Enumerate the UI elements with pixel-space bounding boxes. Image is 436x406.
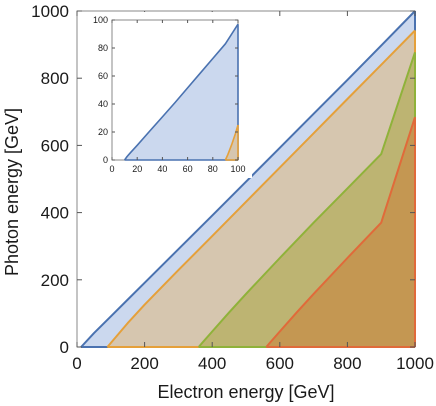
- main-series-3-curve: [197, 51, 416, 348]
- inset-x-tick-label: 100: [230, 164, 245, 174]
- main-x-tick-label: 1000: [396, 354, 434, 373]
- inset-y-tick-label: 100: [93, 15, 108, 25]
- inset-x-tick-label: 20: [132, 164, 142, 174]
- main-x-tick-label: 800: [333, 354, 361, 373]
- main-x-tick-label: 400: [198, 354, 226, 373]
- main-y-tick-label: 800: [41, 69, 69, 88]
- main-series-4-area: [266, 117, 415, 347]
- inset-y-tick-label: 60: [98, 71, 108, 81]
- inset-series-group: [123, 23, 239, 161]
- y-axis-title: Photon energy [GeV]: [2, 108, 22, 276]
- inset-y-tick-label: 0: [103, 155, 108, 165]
- inset-y-tick-label: 40: [98, 99, 108, 109]
- inset-series-2-curve: [224, 124, 239, 161]
- inset-axis-ticks: 0 20 40 60 80 100 0 20 40 60 80 100: [93, 15, 246, 174]
- main-series-1-curve: [80, 10, 416, 348]
- inset-series-1-area: [124, 24, 238, 161]
- inset-y-tick-label: 80: [98, 43, 108, 53]
- main-y-tick-label: 1000: [31, 2, 69, 21]
- main-series-4-curve: [265, 116, 416, 348]
- inset-x-tick-label: 40: [157, 164, 167, 174]
- inset-series-1-curve: [123, 23, 239, 161]
- main-x-tick-label: 600: [266, 354, 294, 373]
- main-y-tick-label: 0: [60, 338, 69, 357]
- inset-y-tick-label: 20: [98, 127, 108, 137]
- main-x-tick-label: 0: [72, 354, 81, 373]
- inset-chart: 0 20 40 60 80 100 0 20 40 60 80 100: [86, 12, 252, 178]
- inset-x-tick-label: 60: [183, 164, 193, 174]
- main-series-2-curve: [106, 29, 416, 348]
- main-x-tick-label: 200: [130, 354, 158, 373]
- inset-x-tick-label: 0: [109, 164, 114, 174]
- x-axis-title: Electron energy [GeV]: [157, 382, 334, 402]
- main-y-tick-label: 200: [41, 271, 69, 290]
- main-y-tick-label: 600: [41, 136, 69, 155]
- main-series-group: [80, 10, 416, 348]
- inset-series-2-area: [225, 125, 238, 160]
- inset-x-tick-label: 80: [208, 164, 218, 174]
- main-y-tick-label: 400: [41, 204, 69, 223]
